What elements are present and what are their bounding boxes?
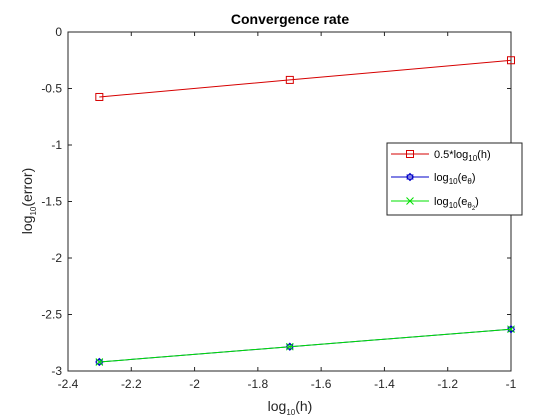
legend-label-2: log10(eθ2) xyxy=(434,196,479,212)
x-axis-label-tail: (h) xyxy=(295,398,312,414)
y-tick-label: -2 xyxy=(51,251,62,265)
series-layer xyxy=(95,56,516,367)
legend-marker-2 xyxy=(406,197,414,205)
legend-marker-1 xyxy=(405,172,415,182)
series-2 xyxy=(95,325,515,366)
legend-entry-2: log10(eθ2) xyxy=(391,196,479,212)
x-tick-label: -2 xyxy=(189,377,200,391)
y-tick-label: -2.5 xyxy=(41,308,62,322)
x-tick-label: -1.4 xyxy=(374,377,395,391)
data-point xyxy=(95,92,104,101)
data-point xyxy=(285,342,294,351)
y-axis-label-base: log xyxy=(19,216,35,235)
series-line-2 xyxy=(99,328,512,363)
legend: 0.5*log10(h) log10(eθ) log10(eθ2) xyxy=(386,142,523,216)
y-axis-label-sub: 10 xyxy=(29,206,38,215)
x-tick-label: -1 xyxy=(506,377,517,391)
y-tick-label: -1 xyxy=(51,138,62,152)
y-tick-label: -0.5 xyxy=(41,82,62,96)
legend-label-1: log10(eθ) xyxy=(434,172,476,186)
axes: -2.4 -2.2 -2 -1.8 -1.6 -1.4 -1.2 -1 0 -0.5 -1 -1.5 -… xyxy=(41,25,516,391)
y-axis-label-tail: (error) xyxy=(19,168,35,207)
legend-entry-1: log10(eθ) xyxy=(391,172,476,186)
x-axis-label: log10(h) xyxy=(268,398,313,417)
data-point xyxy=(95,358,104,366)
data-point xyxy=(507,56,515,65)
x-axis-label-base: log xyxy=(268,398,287,414)
x-tick-label: -1.8 xyxy=(248,377,269,391)
chart-title: Convergence rate xyxy=(231,11,349,27)
legend-marker-0 xyxy=(406,150,414,158)
y-tick-label: -1.5 xyxy=(41,195,62,209)
series-0 xyxy=(95,56,515,101)
y-tick-label: 0 xyxy=(55,25,62,39)
data-point xyxy=(285,75,294,84)
legend-entry-0: 0.5*log10(h) xyxy=(391,149,491,163)
series-line-0 xyxy=(99,59,512,98)
x-tick-label: -2.2 xyxy=(121,377,142,391)
x-tick-label: -2.4 xyxy=(58,377,79,391)
x-tick-label: -1.6 xyxy=(311,377,332,391)
legend-label-0: 0.5*log10(h) xyxy=(434,149,491,163)
x-tick-label: -1.2 xyxy=(437,377,458,391)
y-axis-label: log10(error) xyxy=(19,168,38,234)
x-axis-label-sub: 10 xyxy=(286,408,295,417)
data-point xyxy=(507,325,515,334)
y-tick-label: -3 xyxy=(51,364,62,378)
